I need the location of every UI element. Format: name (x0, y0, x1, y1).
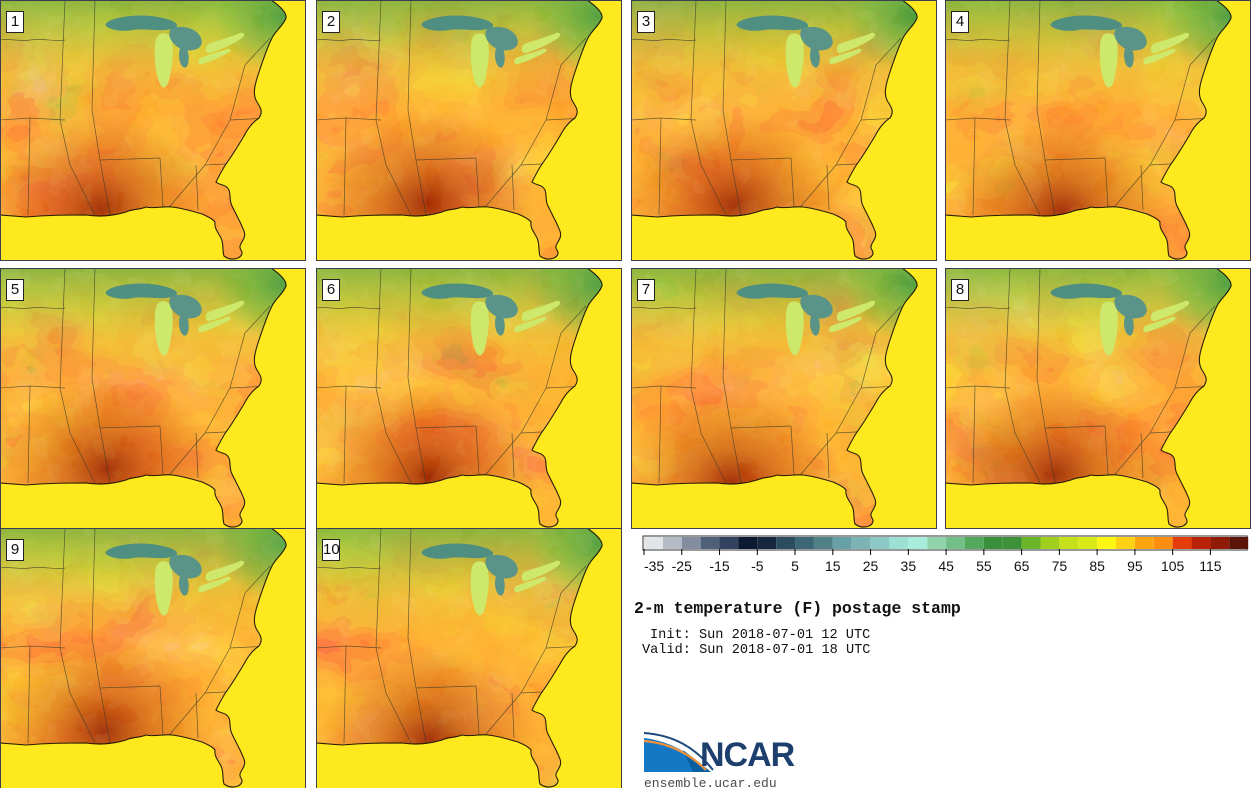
svg-text:35: 35 (900, 558, 916, 574)
svg-text:55: 55 (976, 558, 992, 574)
svg-text:75: 75 (1051, 558, 1067, 574)
svg-text:85: 85 (1089, 558, 1105, 574)
svg-text:-25: -25 (671, 558, 691, 574)
svg-text:105: 105 (1160, 558, 1184, 574)
svg-text:5: 5 (791, 558, 799, 574)
svg-text:-15: -15 (709, 558, 729, 574)
svg-text:-5: -5 (751, 558, 764, 574)
svg-text:65: 65 (1013, 558, 1029, 574)
svg-text:-35: -35 (643, 558, 663, 574)
svg-text:45: 45 (938, 558, 954, 574)
svg-text:95: 95 (1127, 558, 1143, 574)
svg-text:115: 115 (1199, 558, 1222, 574)
svg-text:25: 25 (862, 558, 878, 574)
svg-text:15: 15 (825, 558, 841, 574)
